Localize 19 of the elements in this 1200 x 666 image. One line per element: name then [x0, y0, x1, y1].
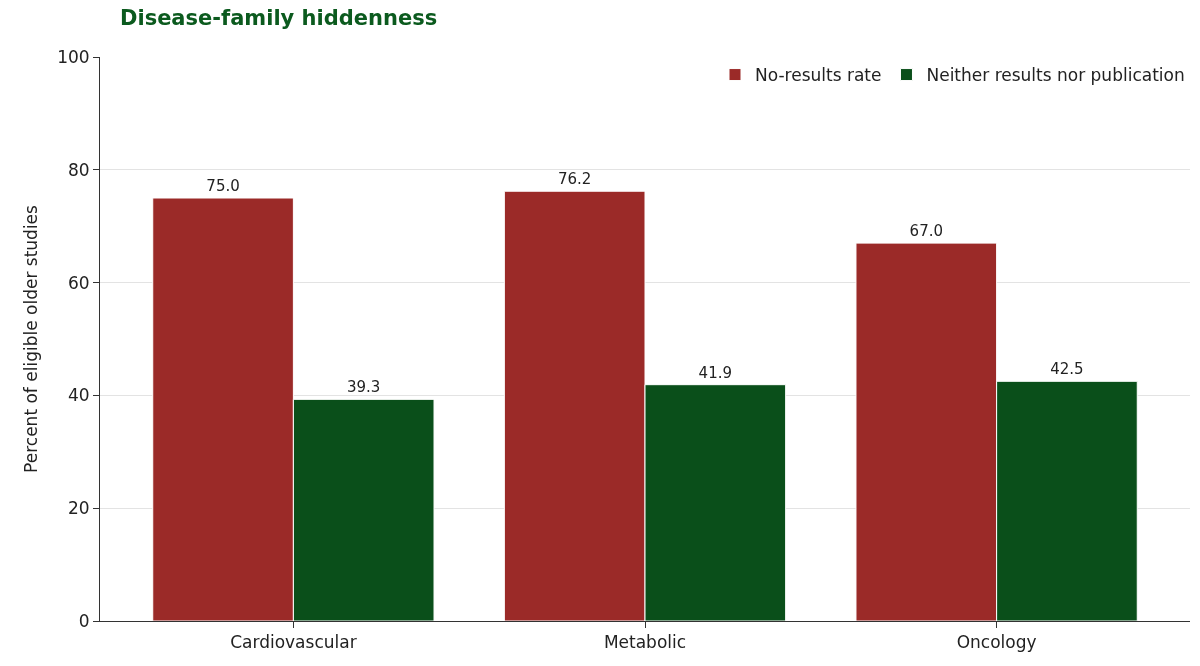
y-tick-label: 0: [78, 610, 90, 631]
y-tick-label: 80: [67, 159, 90, 180]
data-label: 39.3: [347, 378, 381, 397]
data-label: 42.5: [1050, 360, 1084, 379]
y-tick-label: 100: [57, 46, 90, 67]
legend-label: Neither results nor publication: [926, 65, 1185, 86]
y-tick-label: 40: [67, 385, 90, 406]
data-label: 41.9: [698, 363, 733, 382]
x-tick-label: Oncology: [956, 632, 1037, 653]
chart-title: Disease-family hiddenness: [120, 5, 438, 30]
data-label: 76.2: [557, 170, 592, 189]
y-tick-label: 20: [67, 498, 90, 519]
data-label: 75.0: [206, 177, 240, 195]
legend-label: No-results rate: [755, 65, 882, 86]
y-tick-label: 60: [67, 272, 90, 293]
y-axis-title: Percent of eligible older studies: [20, 204, 41, 473]
x-tick-label: Metabolic: [603, 632, 687, 653]
data-label: 67.0: [909, 222, 943, 241]
x-tick-label: Cardiovascular: [230, 632, 357, 653]
